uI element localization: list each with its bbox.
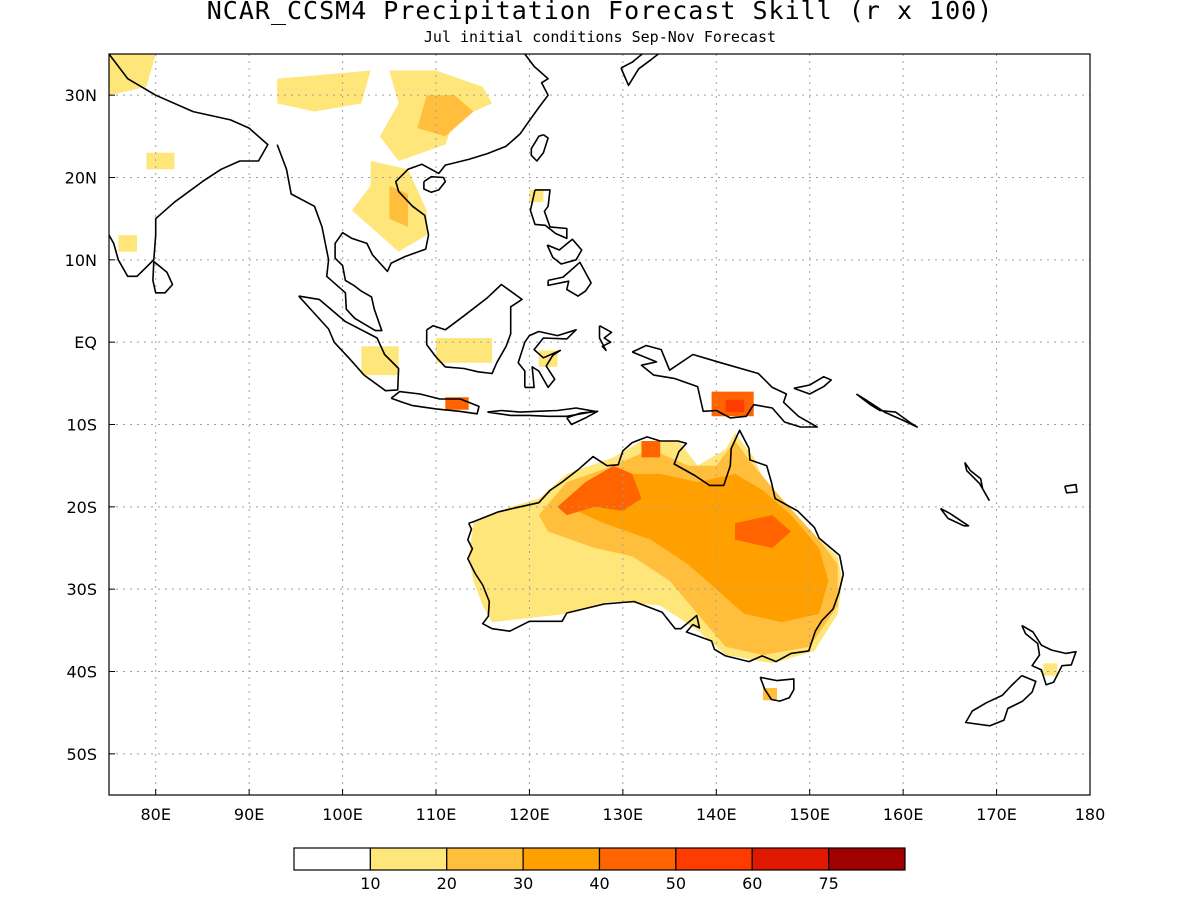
lon-label: 100E bbox=[322, 805, 363, 824]
colorbar-swatch bbox=[446, 847, 524, 871]
lat-label: 30N bbox=[65, 86, 97, 105]
colorbar-label: 20 bbox=[437, 874, 457, 893]
coastline-japan bbox=[620, 54, 660, 87]
coastline-newguinea bbox=[631, 344, 819, 428]
coastline-halmahera bbox=[598, 324, 613, 352]
skill-region-png-core bbox=[725, 399, 745, 413]
lon-label: 90E bbox=[234, 805, 264, 824]
colorbar-swatch bbox=[522, 847, 601, 871]
skill-region-himalaya bbox=[277, 70, 371, 112]
colorbar-swatch bbox=[675, 847, 753, 871]
lat-label: 30S bbox=[66, 580, 97, 599]
colorbar-swatch bbox=[293, 847, 371, 871]
coastline-mindanao bbox=[547, 261, 592, 297]
coastline-newbritain bbox=[793, 375, 833, 395]
lon-label: 170E bbox=[976, 805, 1017, 824]
coastline-vanuatu bbox=[964, 461, 990, 502]
coastline-luzon bbox=[529, 189, 568, 240]
coastline-tasmania bbox=[759, 676, 795, 702]
colorbar-swatch bbox=[598, 847, 677, 871]
lon-label: 130E bbox=[603, 805, 644, 824]
skill-region-india-west bbox=[118, 235, 137, 252]
skill-shading bbox=[109, 54, 1058, 701]
coastline-newcaledonia bbox=[939, 507, 970, 527]
lon-label: 150E bbox=[789, 805, 830, 824]
skill-region-china-core bbox=[417, 95, 474, 137]
skill-region-india-central bbox=[146, 152, 175, 170]
coastline-nz-south bbox=[964, 674, 1037, 727]
colorbar-swatch bbox=[369, 847, 448, 871]
lon-label: 140E bbox=[696, 805, 737, 824]
skill-region-philippines bbox=[529, 189, 544, 203]
coastline-visayas bbox=[546, 238, 583, 265]
skill-region-north-india bbox=[109, 54, 156, 96]
coastlines bbox=[109, 54, 1078, 727]
coastline-timor bbox=[566, 410, 599, 426]
skill-region-australia-ne-50 bbox=[735, 515, 791, 548]
lat-label: 20N bbox=[65, 169, 97, 188]
colorbar-label: 60 bbox=[742, 874, 762, 893]
lon-label: 160E bbox=[883, 805, 924, 824]
skill-region-australia-40 bbox=[566, 473, 829, 623]
coastline-australia bbox=[466, 429, 845, 663]
page-title: NCAR_CCSM4 Precipitation Forecast Skill … bbox=[206, 0, 994, 25]
skill-region-borneo bbox=[436, 338, 493, 363]
coastline-solomons bbox=[855, 393, 919, 428]
lat-label: 10N bbox=[65, 251, 97, 270]
coastline-fiji bbox=[1064, 483, 1078, 494]
colorbar-label: 40 bbox=[589, 874, 609, 893]
colorbar-label: 10 bbox=[360, 874, 380, 893]
coastline-india bbox=[109, 54, 269, 278]
coastline-sulawesi bbox=[517, 328, 577, 389]
lat-label: 20S bbox=[66, 498, 97, 517]
lon-label: 110E bbox=[416, 805, 457, 824]
axis-labels: 30N 20N 10N EQ 10S 20S 30S 40S 50S 80E 90E 100E 110E… bbox=[65, 86, 1106, 824]
lat-label: 10S bbox=[66, 416, 97, 435]
coastline-nusa bbox=[487, 407, 596, 418]
coastline-srilanka bbox=[152, 260, 174, 294]
lon-label: 80E bbox=[140, 805, 170, 824]
skill-region-sumatra-s bbox=[361, 346, 399, 376]
coastline-sumatra bbox=[298, 295, 400, 392]
coastline-asia-se bbox=[276, 54, 549, 332]
coastline-hainan bbox=[423, 175, 447, 194]
lat-label: EQ bbox=[74, 333, 97, 352]
lat-label: 50S bbox=[66, 745, 97, 764]
coastline-java bbox=[390, 390, 480, 415]
coastline-taiwan bbox=[530, 133, 549, 162]
colorbar: 10 20 30 40 50 60 75 bbox=[293, 847, 906, 893]
lat-label: 40S bbox=[66, 663, 97, 682]
page-subtitle: Jul initial conditions Sep-Nov Forecast bbox=[423, 28, 777, 46]
skill-region-new-zealand bbox=[1043, 663, 1058, 676]
coastline-nz-north bbox=[1021, 624, 1077, 686]
colorbar-label: 30 bbox=[513, 874, 533, 893]
coastline-borneo bbox=[425, 283, 523, 375]
colorbar-label: 75 bbox=[818, 874, 838, 893]
graticule bbox=[109, 54, 1090, 795]
lon-label: 180 bbox=[1075, 805, 1106, 824]
skill-region-australia-nw-50 bbox=[557, 465, 642, 516]
colorbar-label: 50 bbox=[666, 874, 686, 893]
lon-label: 120E bbox=[509, 805, 550, 824]
colorbar-swatch bbox=[828, 847, 906, 871]
skill-region-australia-top bbox=[641, 441, 661, 458]
colorbar-swatch bbox=[751, 847, 830, 871]
